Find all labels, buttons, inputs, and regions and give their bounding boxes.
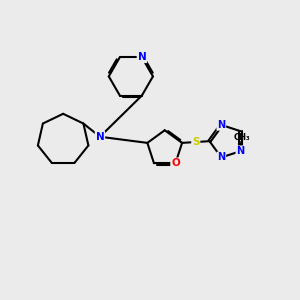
Text: N: N — [137, 52, 146, 62]
Text: O: O — [171, 158, 180, 168]
Text: N: N — [217, 152, 225, 162]
Text: N: N — [236, 146, 244, 156]
Text: CH₃: CH₃ — [233, 134, 250, 142]
Text: S: S — [192, 137, 200, 147]
Text: N: N — [217, 120, 225, 130]
Text: N: N — [96, 132, 104, 142]
